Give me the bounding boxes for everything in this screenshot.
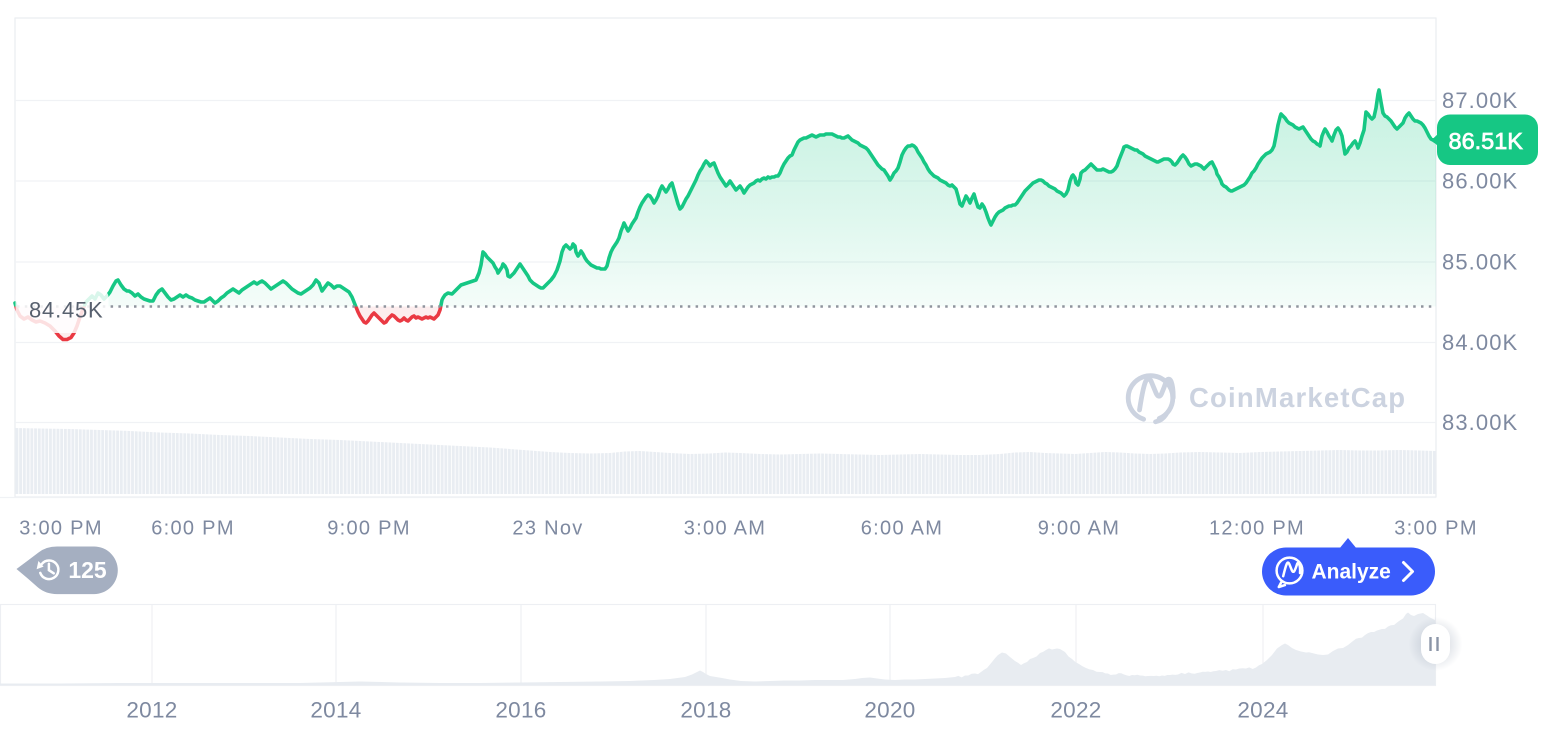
svg-text:2014: 2014	[310, 698, 361, 723]
svg-text:2024: 2024	[1237, 698, 1288, 723]
svg-text:2016: 2016	[495, 698, 546, 723]
svg-text:86.00K: 86.00K	[1442, 169, 1518, 194]
svg-text:6:00 AM: 6:00 AM	[861, 518, 943, 540]
svg-text:87.00K: 87.00K	[1442, 88, 1518, 113]
svg-text:2012: 2012	[126, 698, 177, 723]
svg-text:23 Nov: 23 Nov	[512, 518, 583, 540]
svg-text:3:00 PM: 3:00 PM	[1394, 518, 1478, 540]
svg-text:2020: 2020	[864, 698, 915, 723]
svg-text:3:00 PM: 3:00 PM	[19, 518, 103, 540]
svg-text:84.00K: 84.00K	[1442, 330, 1518, 355]
svg-text:3:00 AM: 3:00 AM	[684, 518, 766, 540]
svg-text:2022: 2022	[1050, 698, 1101, 723]
svg-text:86.51K: 86.51K	[1449, 128, 1524, 154]
svg-text:CoinMarketCap: CoinMarketCap	[1189, 382, 1406, 413]
svg-text:9:00 PM: 9:00 PM	[327, 518, 411, 540]
svg-text:125: 125	[68, 557, 107, 583]
svg-text:6:00 PM: 6:00 PM	[151, 518, 235, 540]
svg-text:2018: 2018	[680, 698, 731, 723]
svg-text:Analyze: Analyze	[1312, 561, 1391, 584]
svg-text:12:00 PM: 12:00 PM	[1209, 518, 1305, 540]
svg-text:84.45K: 84.45K	[29, 298, 104, 323]
svg-text:9:00 AM: 9:00 AM	[1038, 518, 1120, 540]
svg-text:83.00K: 83.00K	[1442, 410, 1518, 435]
svg-text:85.00K: 85.00K	[1442, 250, 1518, 275]
